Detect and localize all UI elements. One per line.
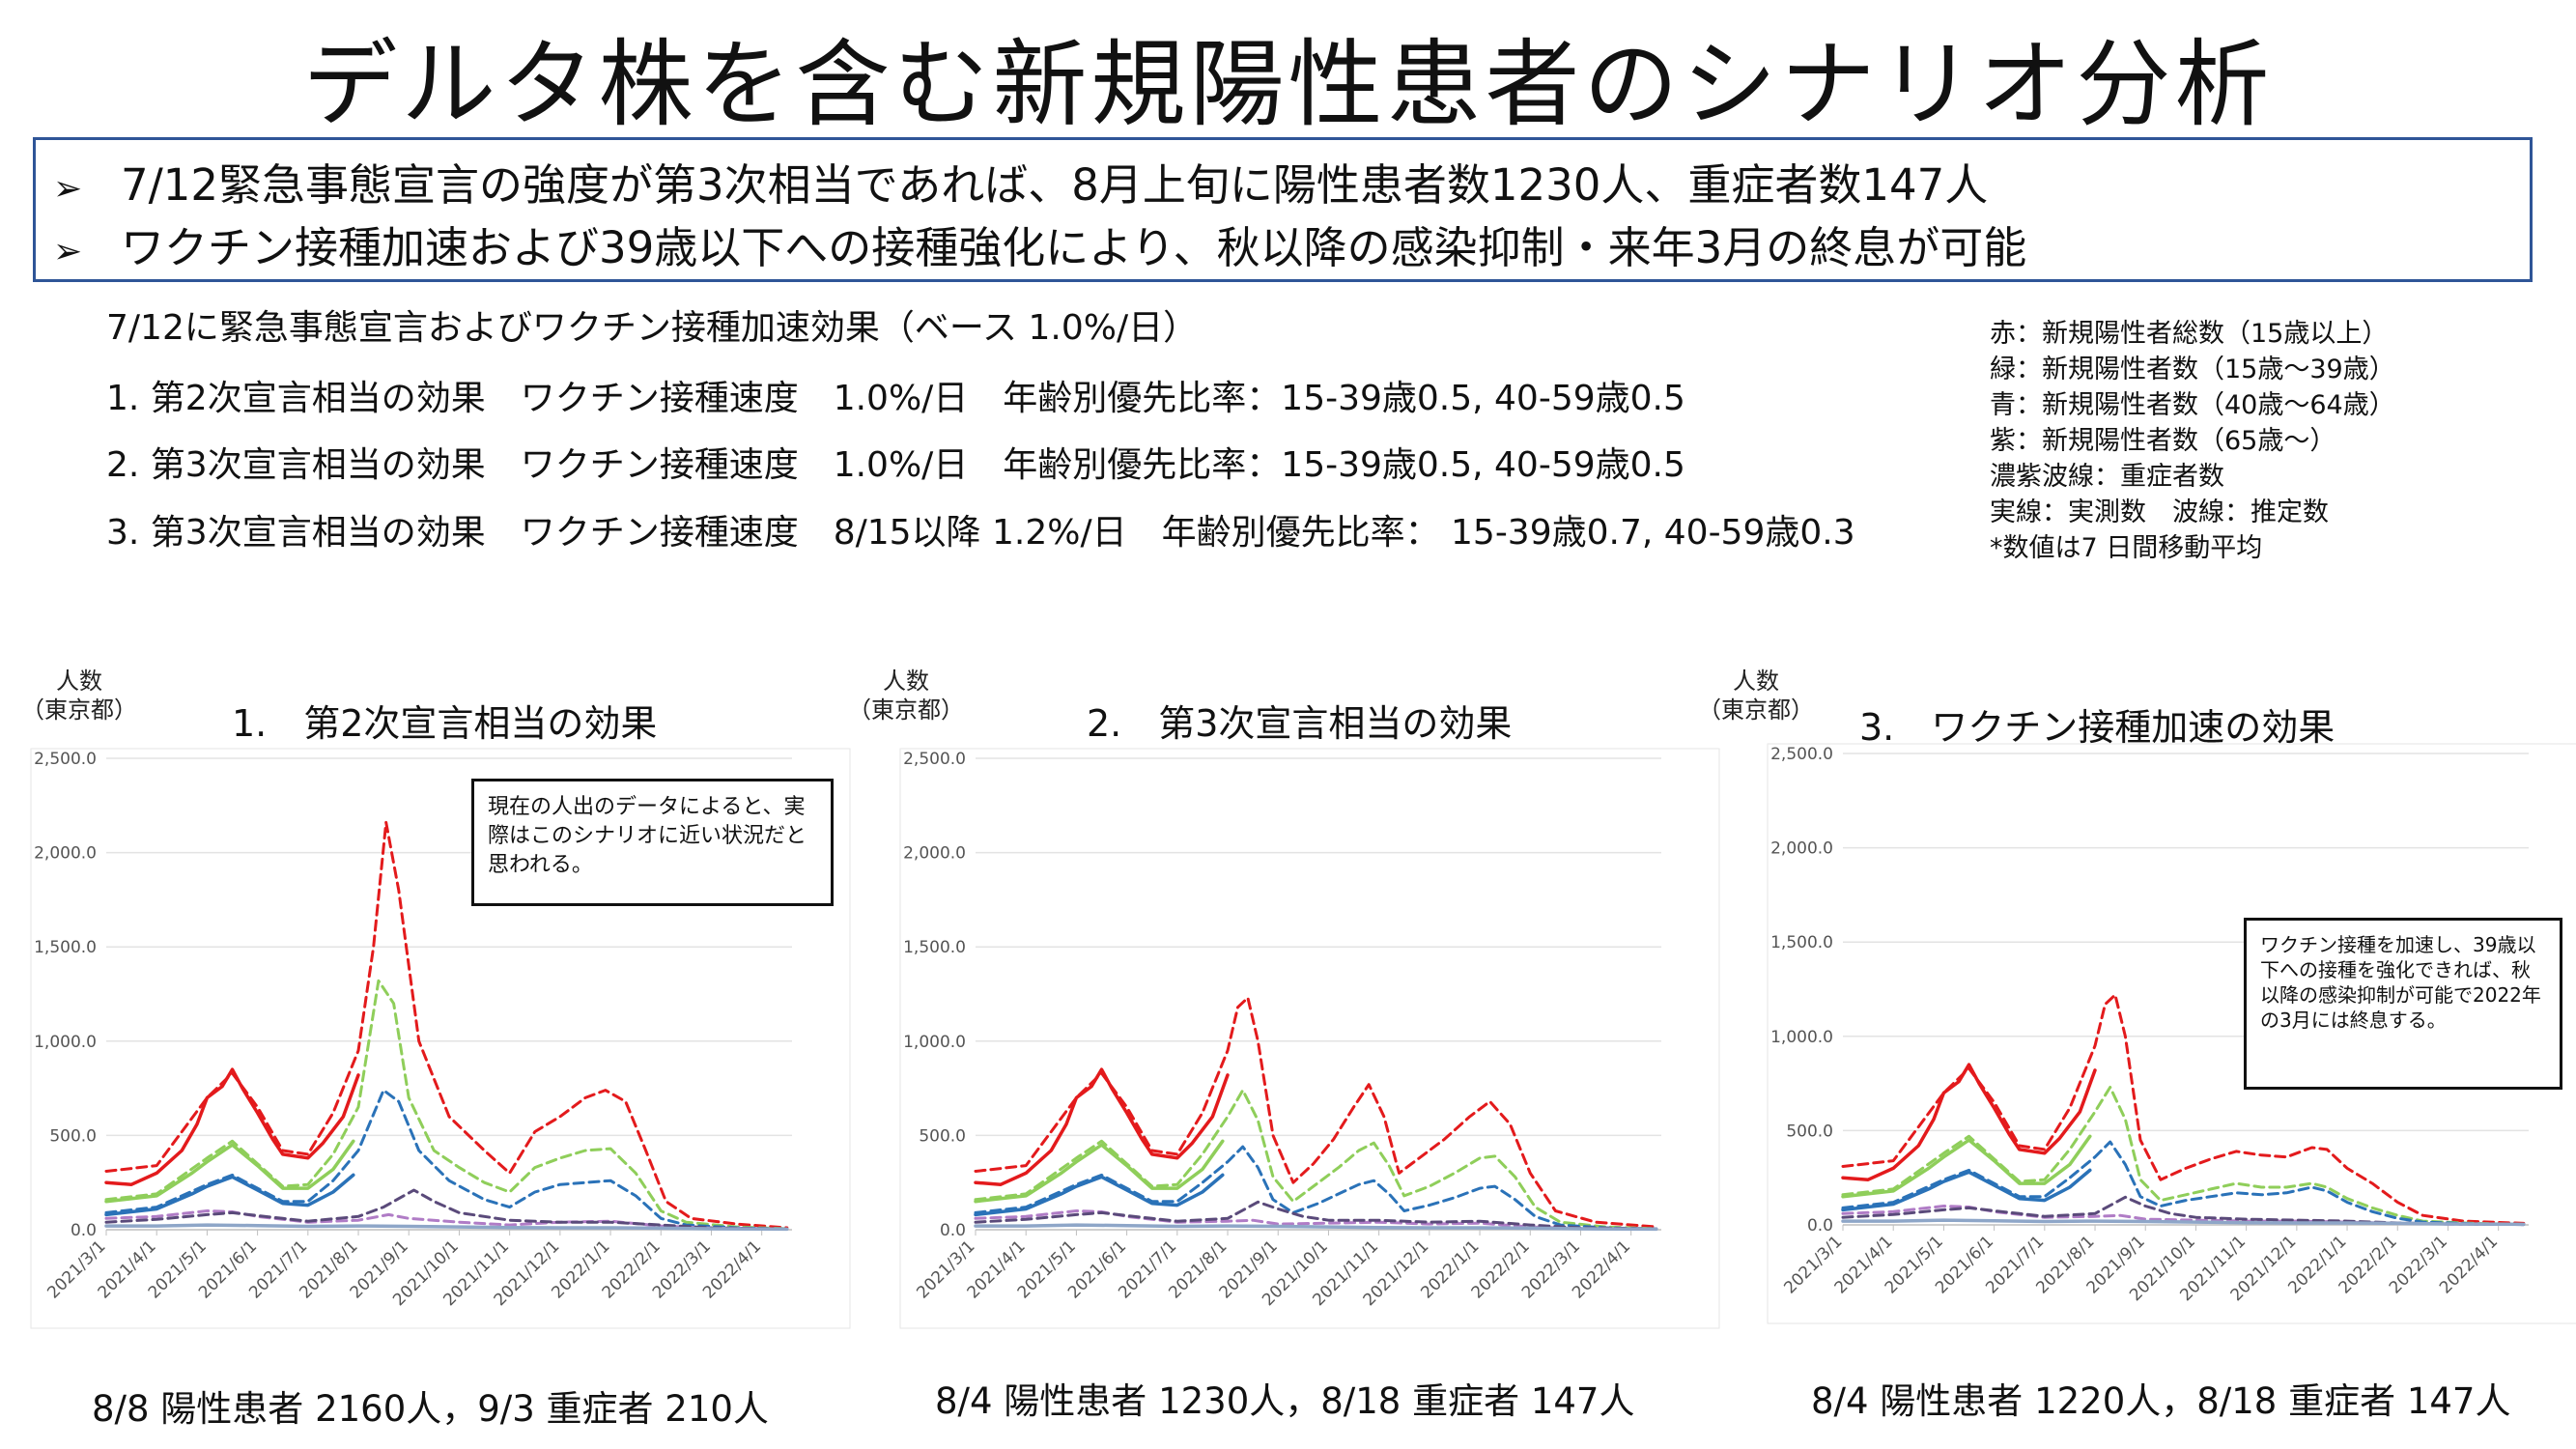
y-tick-label: 0.0 [71,1221,97,1240]
series-line-young-estimate [104,979,789,1231]
legend-item: 濃紫波線：重症者数 [1990,462,2224,492]
series-line-mid-estimate [104,1089,789,1231]
key-finding-1: ➢ 7/12緊急事態宣言の強度が第3次相当であれば、8月上旬に陽性患者数1230人… [53,150,1988,213]
chart-1-title: 1. 第2次宣言相当の効果 [232,702,658,745]
series-line-mid-actual [1841,1168,2092,1212]
series-line-young-actual [1841,1134,2092,1199]
chart-1-callout: 現在の人出のデータによると、実際はこのシナリオに近い状況だと思われる。 [471,779,834,906]
bullet-arrow-icon: ➢ [53,169,83,209]
scenario-3: 3. 第3次宣言相当の効果 ワクチン接種速度 8/15以降 1.2%/日 年齢別… [106,513,1855,553]
key-finding-2-text: ワクチン接種加速および39歳以下への接種強化により、秋以降の感染抑制・来年3月の… [121,222,2027,273]
y-tick-label: 2,000.0 [1770,839,1833,859]
series-line-total-estimate [1841,993,2526,1225]
legend-item: 実線：実測数 波線：推定数 [1990,497,2329,527]
y-tick-label: 500.0 [919,1126,966,1146]
chart-3-callout: ワクチン接種を加速し、39歳以下への接種を強化できれば、秋以降の感染抑制が可能で… [2244,918,2562,1090]
key-findings-box: ➢ 7/12緊急事態宣言の強度が第3次相当であれば、8月上旬に陽性患者数1230人… [33,137,2533,282]
series-line-severe-estimate [974,1200,1658,1231]
series-line-total-estimate [974,996,1658,1229]
y-unit-label-line: （東京都） [848,696,964,724]
legend-item: *数値は7 日間移動平均 [1990,533,2263,563]
chart-3-title: 3. ワクチン接種加速の効果 [1859,706,2335,749]
series-line-mid-actual [974,1173,1225,1217]
y-unit-label-line: 人数 [883,668,929,695]
series-line-young-estimate [974,1089,1658,1231]
y-tick-label: 1,500.0 [34,938,97,957]
chart-3-plot: 0.0500.01,000.01,500.02,000.02,500.02021… [1767,743,2576,1324]
series-line-young-actual [974,1139,1225,1204]
y-unit-label-line: （東京都） [21,696,137,724]
y-tick-label: 2,500.0 [1770,745,1833,764]
series-line-mid-actual [104,1173,355,1217]
y-tick-label: 1,000.0 [34,1033,97,1052]
y-unit-label: 人数 （東京都） [848,667,964,724]
y-tick-label: 1,500.0 [903,938,966,957]
legend-item: 紫：新規陽性者数（65歳〜） [1990,426,2336,456]
series-line-other-actual [1841,1218,2526,1227]
y-unit-label: 人数 （東京都） [21,667,137,724]
y-tick-label: 500.0 [49,1126,97,1146]
chart-3-panel: 0.0 500.0 1,000.0 1,500.0 2,000.0 2,500.0 2021… [1766,743,2576,1324]
y-tick-label: 500.0 [1786,1122,1833,1141]
legend-item: 赤：新規陽性者総数（15歳以上） [1990,319,2389,349]
chart-2-plot: 0.0500.01,000.01,500.02,000.02,500.02021… [899,748,1720,1329]
key-finding-2: ➢ ワクチン接種加速および39歳以下への接種強化により、秋以降の感染抑制・来年3月… [53,213,2026,275]
series-line-old-estimate [974,1209,1658,1231]
series-line-severe-estimate [104,1188,789,1231]
y-unit-label-line: 人数 [56,668,102,695]
legend-item: 緑：新規陽性者数（15歳〜39歳） [1990,355,2395,384]
chart-3-summary: 8/4 陽性患者 1220人，8/18 重症者 147人 [1811,1380,2511,1422]
chart-2-title: 2. 第3次宣言相当の効果 [1087,702,1513,745]
series-line-total-estimate [104,820,789,1230]
y-tick-label: 2,500.0 [34,750,97,769]
color-legend: 赤：新規陽性者総数（15歳以上） 緑：新規陽性者数（15歳〜39歳） 青：新規陽… [1990,316,2395,566]
y-tick-label: 0.0 [940,1221,966,1240]
y-tick-label: 2,000.0 [34,844,97,864]
y-tick-label: 2,500.0 [903,750,966,769]
scenario-2: 2. 第3次宣言相当の効果 ワクチン接種速度 1.0%/日 年齢別優先比率：15… [106,445,1685,485]
y-tick-label: 1,000.0 [903,1033,966,1052]
series-line-young-estimate [1841,1086,2526,1226]
key-finding-1-text: 7/12緊急事態宣言の強度が第3次相当であれば、8月上旬に陽性患者数1230人、… [121,159,1989,211]
y-tick-label: 1,000.0 [1770,1028,1833,1047]
y-unit-label-line: （東京都） [1698,696,1814,724]
chart-2-panel: 0.0 500.0 1,000.0 1,500.0 2,000.0 2,500.0 2021… [898,748,1734,1329]
scenario-1: 1. 第2次宣言相当の効果 ワクチン接種速度 1.0%/日 年齢別優先比率：15… [106,379,1685,418]
y-tick-label: 1,500.0 [1770,933,1833,952]
legend-item: 青：新規陽性者数（40歳〜64歳） [1990,390,2395,420]
series-line-young-actual [104,1139,355,1204]
chart-1-summary: 8/8 陽性患者 2160人，9/3 重症者 210人 [92,1388,769,1430]
y-unit-label: 人数 （東京都） [1698,667,1814,724]
scenario-header: 7/12に緊急事態宣言およびワクチン接種加速効果（ベース 1.0%/日） [106,308,1199,348]
chart-frame [899,748,1720,1329]
bullet-arrow-icon: ➢ [53,232,83,271]
y-tick-label: 0.0 [1807,1216,1833,1236]
y-tick-label: 2,000.0 [903,844,966,864]
series-line-other-actual [104,1223,789,1232]
chart-2-summary: 8/4 陽性患者 1230人，8/18 重症者 147人 [935,1380,1635,1422]
y-unit-label-line: 人数 [1733,668,1779,695]
series-line-other-actual [974,1223,1658,1232]
series-line-mid-estimate [974,1145,1658,1231]
page-title: デルタ株を含む新規陽性患者のシナリオ分析 [302,30,2274,140]
